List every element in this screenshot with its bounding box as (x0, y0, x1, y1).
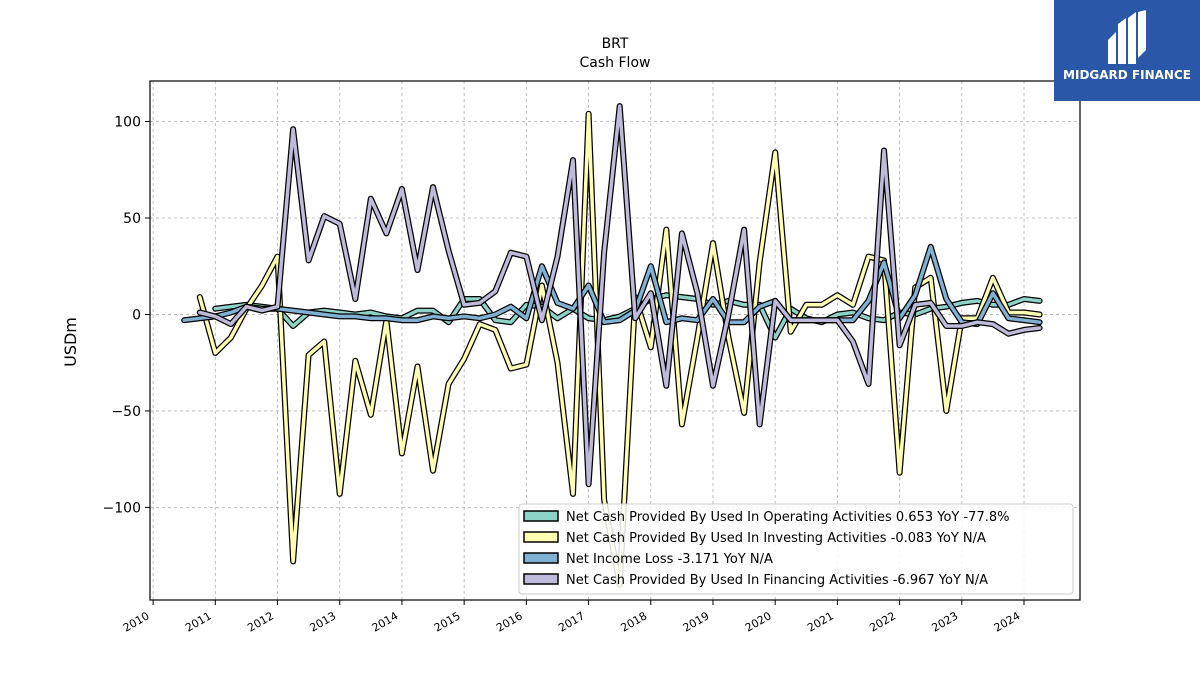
y-tick-label: 100 (114, 115, 141, 131)
brand-mark-icon (1108, 10, 1146, 64)
legend-swatch (523, 531, 559, 543)
series-line-3 (196, 103, 1043, 488)
legend: Net Cash Provided By Used In Operating A… (518, 503, 1074, 595)
x-tick-label: 2022 (867, 609, 898, 634)
brand-logo: MIDGARD FINANCE (1054, 0, 1200, 101)
legend-label: Net Cash Provided By Used In Operating A… (566, 510, 1009, 525)
y-tick-label: −50 (111, 404, 141, 420)
legend-swatch (523, 573, 559, 585)
x-tick-label: 2018 (619, 609, 650, 634)
x-tick-label: 2015 (432, 609, 463, 634)
y-axis-label: USDm (61, 317, 80, 367)
x-tick-label: 2010 (121, 609, 152, 634)
legend-swatch (523, 552, 559, 564)
x-tick-label: 2014 (370, 609, 401, 634)
chart-title: BRT (602, 36, 629, 52)
legend-label: Net Income Loss -3.171 YoY N/A (566, 552, 773, 567)
x-tick-label: 2013 (307, 609, 338, 634)
y-tick-label: 0 (132, 307, 141, 323)
x-tick-label: 2016 (494, 609, 525, 634)
legend-label: Net Cash Provided By Used In Investing A… (566, 531, 986, 546)
legend-swatch (523, 510, 559, 522)
x-tick-label: 2017 (556, 609, 587, 634)
series-stroke (198, 104, 1042, 486)
legend-box (518, 503, 1074, 595)
x-tick-label: 2021 (805, 609, 836, 634)
plot-frame (149, 80, 1081, 601)
x-tick-label: 2019 (681, 609, 712, 634)
x-tick-label: 2020 (743, 609, 774, 634)
brand-name: MIDGARD FINANCE (1063, 68, 1191, 82)
legend-label: Net Cash Provided By Used In Financing A… (566, 573, 988, 588)
x-tick-label: 2023 (930, 609, 961, 634)
chart-subtitle: Cash Flow (580, 55, 651, 71)
x-tick-label: 2024 (992, 609, 1023, 634)
y-tick-label: 50 (123, 211, 141, 227)
y-tick-label: −100 (103, 500, 141, 516)
x-tick-label: 2012 (245, 609, 276, 634)
x-tick-label: 2011 (183, 609, 214, 634)
